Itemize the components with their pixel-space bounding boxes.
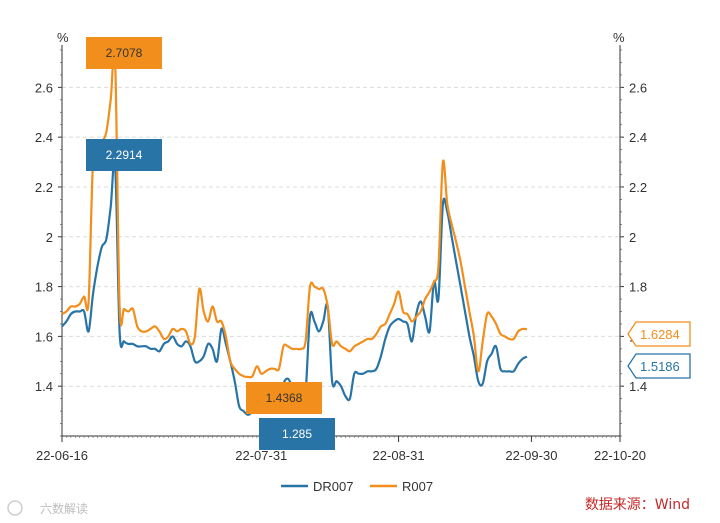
x-tick-label: 22-09-30 — [505, 448, 557, 463]
series-lines — [61, 49, 528, 416]
legend-label-dr007: DR007 — [313, 479, 353, 494]
y-tick-label-right: 2 — [629, 230, 636, 245]
end-label-box-r007 — [627, 321, 691, 347]
y-tick-label: 2.6 — [35, 80, 53, 95]
y-tick-label: 2 — [46, 230, 53, 245]
callout-label-r007: 2.7078 — [106, 46, 143, 60]
legend[interactable]: DR007 R007 — [281, 479, 433, 494]
axes — [61, 45, 621, 437]
y-tick-label: 1.4 — [35, 379, 53, 394]
y-tick-label-right: 2.4 — [629, 130, 647, 145]
callout-label-dr007: 2.2914 — [106, 148, 143, 162]
series-line-r007 — [61, 49, 528, 379]
callout-box-r007 — [86, 37, 162, 69]
y-tick-label: 2.4 — [35, 130, 53, 145]
y-tick-label-right: 1.8 — [629, 280, 647, 295]
x-tick-label: 22-06-16 — [36, 448, 88, 463]
x-tick-label: 22-08-31 — [373, 448, 425, 463]
callout-box-r007 — [246, 382, 322, 414]
end-labels: 1.6284 1.5186 — [627, 321, 691, 379]
x-tick-label: 22-10-20 — [594, 448, 646, 463]
source-note: 数据来源：Wind — [585, 497, 690, 513]
y-tick-label-right: 2.2 — [629, 180, 647, 195]
y-tick-label-right: 2.6 — [629, 80, 647, 95]
grid — [62, 86, 620, 387]
end-label-r007: 1.6284 — [640, 327, 680, 342]
callouts: 2.7078 2.2914 1.4368 1.285 — [86, 37, 335, 450]
watermark-text: 六数解读 — [40, 501, 88, 516]
y-axis-left: 1.4 1.6 1.8 2 2.2 2.4 2.6 — [35, 49, 62, 437]
legend-label-r007: R007 — [402, 479, 433, 494]
end-label-dr007: 1.5186 — [640, 359, 680, 374]
y-tick-label-right: 1.4 — [629, 379, 647, 394]
watermark-logo-icon — [7, 500, 23, 516]
callout-box-dr007 — [259, 418, 335, 450]
y-unit-left: % — [57, 30, 69, 45]
x-axis: 22-06-16 22-07-31 22-08-31 22-09-30 22-10-20 — [36, 436, 646, 463]
y-tick-label: 1.6 — [35, 329, 53, 344]
y-unit-right: % — [613, 30, 625, 45]
callout-box-dr007 — [86, 139, 162, 171]
end-label-box-dr007 — [627, 353, 691, 379]
callout-label-r007: 1.4368 — [266, 391, 303, 405]
y-tick-label: 1.8 — [35, 280, 53, 295]
callout-label-dr007: 1.285 — [282, 427, 312, 441]
watermark: 六数解读 — [7, 500, 88, 516]
x-tick-label: 22-07-31 — [235, 448, 287, 463]
y-tick-label: 2.2 — [35, 180, 53, 195]
